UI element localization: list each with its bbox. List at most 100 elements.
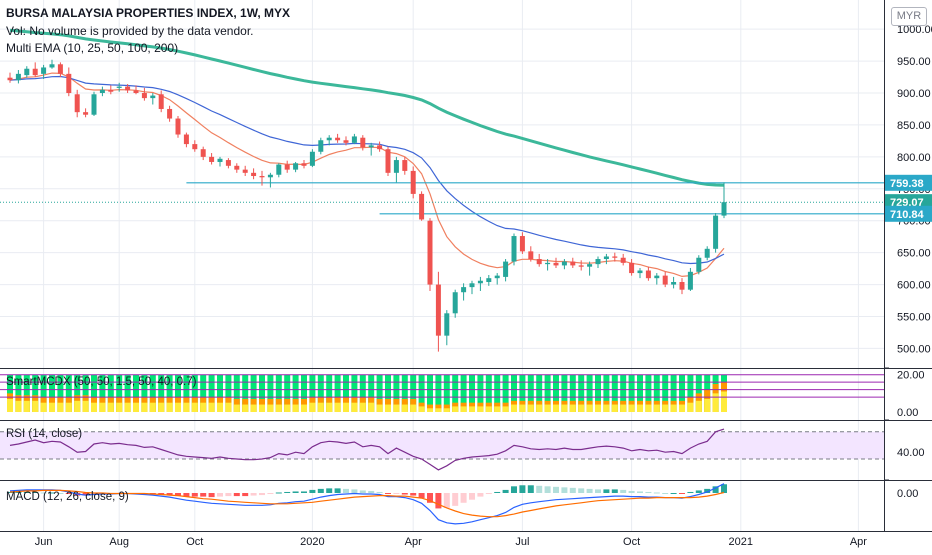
smart-yellow-bar — [317, 402, 324, 412]
smart-green-bar — [435, 374, 442, 412]
smart-yellow-bar — [284, 404, 291, 412]
candle-body — [461, 287, 467, 293]
candle-body — [696, 257, 702, 272]
smart-green-bar — [418, 374, 425, 412]
candle-body — [267, 174, 273, 178]
smart-green-bar — [141, 374, 148, 412]
candle-body — [116, 86, 122, 88]
smart-mcdx-legend[interactable]: SmartMCDX (50, 50, 1.5, 50, 40, 0.7) — [6, 376, 197, 388]
macd-histogram-bar — [250, 493, 257, 496]
candle-body — [654, 275, 660, 279]
price-label: 710.84 — [890, 209, 925, 221]
smart-yellow-bar — [233, 404, 240, 412]
smart-green-bar — [586, 374, 593, 412]
macd-histogram-bar — [595, 489, 601, 493]
x-tick-label: Apr — [850, 536, 867, 548]
rsi-legend[interactable]: RSI (14, close) — [6, 428, 83, 440]
candle-body — [511, 236, 517, 262]
smart-green-bar — [65, 374, 72, 412]
smart-yellow-bar — [435, 408, 442, 412]
smart-yellow-bar — [116, 402, 123, 412]
smart-green-bar — [191, 374, 198, 412]
y-tick-label: 1000.00 — [897, 24, 932, 36]
macd-histogram-bar — [628, 490, 635, 493]
smart-green-bar — [309, 374, 316, 412]
smart-yellow-bar — [679, 404, 685, 412]
macd-histogram-bar — [527, 485, 534, 493]
smart-green-bar — [452, 374, 459, 412]
chart-title: BURSA MALAYSIA PROPERTIES INDEX, 1W, MYX — [6, 6, 291, 20]
macd-histogram-bar — [284, 491, 291, 493]
smart-yellow-bar — [578, 404, 585, 412]
smart-yellow-bar — [519, 404, 526, 412]
smart-green-bar — [561, 374, 568, 412]
smart-green-bar — [124, 374, 131, 412]
candle-body — [284, 164, 290, 170]
macd-histogram-bar — [443, 493, 450, 508]
candle-body — [57, 64, 63, 74]
candle-body — [158, 94, 164, 109]
smart-yellow-bar — [40, 402, 47, 412]
smart-green-bar — [32, 374, 39, 412]
smart-yellow-bar — [351, 402, 358, 412]
smart-green-bar — [603, 374, 610, 412]
macd-histogram-bar — [233, 493, 240, 497]
macd-histogram-bar — [410, 493, 417, 496]
candle-body — [150, 95, 156, 99]
candle-body — [620, 257, 626, 263]
candle-body — [721, 202, 727, 216]
smart-yellow-bar — [326, 402, 333, 412]
smart-green-bar — [217, 374, 223, 412]
smart-yellow-bar — [687, 402, 694, 412]
candle-body — [587, 264, 593, 267]
smart-green-bar — [326, 374, 333, 412]
smart-green-bar — [158, 374, 165, 412]
smart-green-bar — [40, 374, 47, 412]
candle-body — [393, 160, 399, 173]
macd-histogram-bar — [23, 491, 30, 493]
candle-body — [276, 164, 282, 175]
macd-histogram-bar — [200, 493, 207, 497]
smart-yellow-bar — [175, 402, 181, 412]
y-tick-label: 600.00 — [897, 280, 931, 292]
smart-yellow-bar — [292, 404, 299, 412]
candle-body — [536, 259, 542, 265]
smart-yellow-bar — [485, 406, 492, 412]
macd-histogram-bar — [376, 491, 383, 493]
smart-yellow-bar — [553, 404, 559, 412]
smart-orange-bar — [443, 404, 450, 412]
x-tick-label: Apr — [405, 536, 422, 548]
candle-body — [15, 73, 21, 81]
candle-body — [662, 275, 668, 285]
candle-body — [335, 137, 341, 141]
candle-body — [503, 261, 509, 277]
macd-histogram-bar — [561, 487, 568, 493]
smart-yellow-bar — [23, 400, 30, 412]
candle-body — [66, 73, 72, 94]
candle-body — [402, 160, 408, 171]
smart-yellow-bar — [259, 404, 265, 412]
smart-yellow-bar — [662, 404, 669, 412]
smart-green-bar — [359, 374, 366, 412]
smart-green-bar — [494, 374, 501, 412]
smart-green-bar — [611, 374, 618, 412]
price-label: 759.38 — [890, 178, 924, 190]
rsi-tick-label: 40.00 — [897, 447, 925, 459]
candle-body — [629, 262, 635, 274]
currency-badge[interactable]: MYR — [891, 7, 927, 26]
rsi-band — [0, 431, 884, 459]
smart-yellow-bar — [628, 404, 635, 412]
candle-body — [477, 280, 483, 284]
smart-yellow-bar — [343, 402, 349, 412]
smart-yellow-bar — [376, 404, 383, 412]
smart-green-bar — [569, 374, 576, 412]
smart-green-bar — [679, 374, 685, 412]
smart-green-bar — [149, 374, 156, 412]
candle-body — [671, 282, 677, 285]
macd-legend[interactable]: MACD (12, 26, close, 9) — [6, 491, 129, 503]
smart-green-bar — [99, 374, 106, 412]
indicator-legend-ema[interactable]: Multi EMA (10, 25, 50, 100, 200) — [6, 41, 179, 55]
smart-orange-bar — [435, 404, 442, 412]
